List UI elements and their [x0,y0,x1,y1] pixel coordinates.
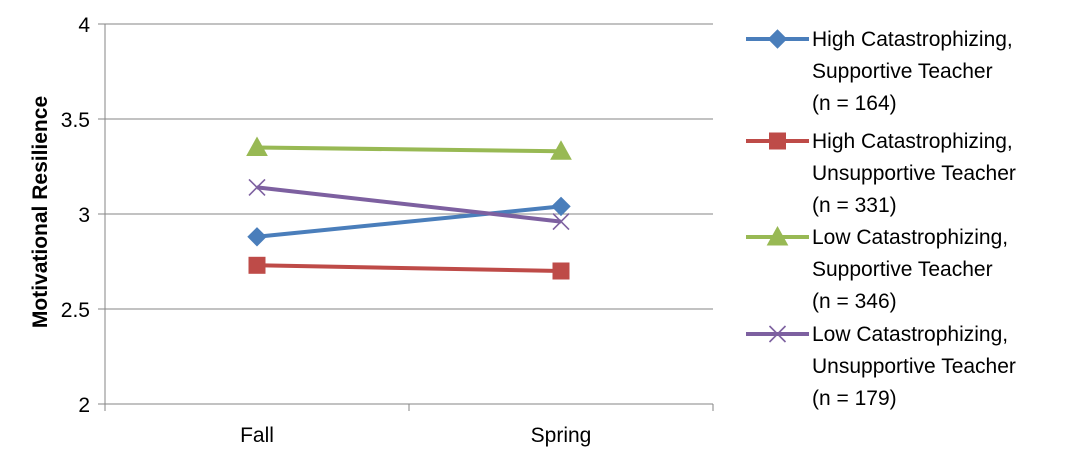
gridlines [105,23,713,310]
legend-entry-3: Low Catastrophizing, Supportive Teacher (n… [746,225,1008,313]
series-line-2 [256,263,562,273]
y-tick-labels: 2 2.5 3 3.5 4 [61,14,91,417]
legend-swatch-marker [768,325,787,343]
legend-label-line: Unsupportive Teacher [812,162,1016,185]
legend-label-line: (n = 179) [812,387,897,410]
legend-swatch-marker [769,132,786,150]
x-tick-labels: Fall Spring [240,424,591,447]
y-tick-label: 2.5 [61,299,90,322]
series-2 [248,256,570,280]
y-tick-label: 3 [78,204,90,227]
series-line-3 [256,145,562,154]
data-point-s4-fall [248,178,266,196]
series-line-1 [256,204,562,239]
x-tick-label-fall: Fall [240,424,274,447]
legend-label-line: Unsupportive Teacher [812,355,1016,378]
x-tick-label-spring: Spring [531,424,592,447]
data-point-s3-spring [550,140,572,160]
series-line-4 [256,185,562,224]
data-point-s3-fall [246,136,268,156]
y-tick-label: 4 [78,14,90,37]
series-4 [248,178,570,231]
y-tick-label: 2 [78,394,90,417]
legend-swatch-marker [767,29,788,49]
data-point-s1-fall [247,227,267,247]
legend-label-line: (n = 331) [812,194,897,217]
legend: High Catastrophizing, Supportive Teacher (… [746,28,1016,410]
series-1 [247,196,571,247]
legend-label-line: Low Catastrophizing, [812,226,1008,249]
legend-label-line: High Catastrophizing, [812,28,1013,51]
axes [98,23,714,411]
data-point-s2-spring [552,262,570,280]
legend-label-line: Supportive Teacher [812,258,993,281]
legend-label-line: (n = 346) [812,290,897,313]
legend-label-line: (n = 164) [812,92,897,115]
legend-label-line: High Catastrophizing, [812,130,1013,153]
y-axis-title: Motivational Resilience [29,96,52,328]
legend-entry-4: Low Catastrophizing, Unsupportive Teacher… [746,323,1016,410]
series-3 [246,136,572,160]
data-point-s1-spring [551,196,571,217]
legend-swatch-marker [766,225,789,246]
legend-entry-2: High Catastrophizing, Unsupportive Teache… [746,130,1016,217]
series-lines [246,136,572,280]
y-tick-label: 3.5 [61,109,90,132]
data-point-s2-fall [248,256,266,274]
legend-entry-1: High Catastrophizing, Supportive Teacher (… [746,28,1013,115]
legend-label-line: Supportive Teacher [812,60,993,83]
data-point-s4-spring [552,213,570,231]
legend-label-line: Low Catastrophizing, [812,323,1008,346]
